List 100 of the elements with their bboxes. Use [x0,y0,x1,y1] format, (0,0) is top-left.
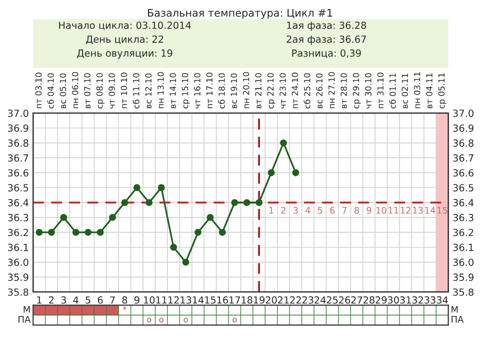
x-tick-label: 7 [110,296,115,304]
text: Разница: 0,39 [292,49,361,58]
y2-tick-label: 35.8 [453,288,474,296]
y-tick-label: 36.5 [8,184,28,192]
text: о [159,318,164,322]
point [231,199,238,206]
x-tick-label: 14 [192,296,204,304]
x-tick-label: 21 [278,296,289,304]
text: пт 31.10 [377,72,384,108]
text: вс 19.10 [230,73,238,108]
x-tick-label: 34 [436,296,448,304]
point [158,184,165,192]
text: 2ая фаза: 36.67 [286,35,366,45]
x-tick-label: 25 [326,296,338,304]
y2-tick-label: 36.4 [453,199,474,206]
y2-tick-label: 36.1 [453,244,474,252]
y2-tick-label: 36.5 [453,184,474,192]
x-tick-label: 28 [363,296,374,304]
x-tick-label: 9 [134,296,140,304]
point [121,199,128,206]
text: вс 26.10 [316,73,323,108]
y2-tick-label: 36.6 [453,169,474,177]
point [182,258,190,266]
y-tick-label: 36.1 [8,244,28,252]
x-tick-label: 11 [156,296,167,304]
y-tick-label: 36.6 [8,169,28,177]
category-label: М [24,306,30,313]
y2-tick-label: 36.3 [453,214,474,222]
point [133,184,140,192]
x-tick-label: 4 [73,296,78,304]
annotation: 14 [425,206,436,214]
text: пт 10.10 [120,72,128,108]
y2-tick-label: 36.2 [453,228,474,236]
x-tick-label: 30 [388,296,399,304]
text: сб 01.11 [389,73,396,108]
text: ср 29.10 [352,73,361,108]
category-label: ПА [452,316,464,323]
annotation: 13 [413,206,423,214]
point [206,214,214,221]
x-tick-label: 10 [144,296,155,304]
x-tick-label: 29 [376,296,387,304]
point [194,228,202,236]
text: ср 08.10 [96,73,104,108]
text: ср 05.11 [438,73,446,108]
y-tick-label: 36.9 [8,124,28,132]
text: вс 12.10 [145,73,152,108]
text: День цикла: 22 [86,35,164,44]
x-tick-label: 6 [98,296,103,304]
x-tick-label: 8 [122,296,128,304]
point [96,228,104,236]
text: пт 03.10 [35,72,42,108]
annotation: 8 [354,206,359,214]
y2-tick-label: 37.0 [453,110,474,117]
y-tick-label: 36.0 [8,258,28,266]
x-tick-label: 26 [339,296,350,304]
x-tick-label: 32 [412,296,423,304]
text: пн 03.11 [414,72,420,108]
y-tick-label: 35.8 [8,288,28,296]
text: вт 04.11 [426,73,432,108]
point [256,199,263,206]
point [292,169,300,176]
y2-tick-label: 36.7 [453,154,474,162]
text: чт 09.10 [108,73,115,108]
point [280,139,287,146]
x-tick-label: 27 [351,296,362,304]
point [109,214,116,221]
x-tick-label: 16 [217,296,228,304]
text: о [184,318,188,322]
text: вт 28.10 [340,73,347,108]
x-tick-label: 17 [229,296,240,304]
text: Начало цикла: 03.10.2014 [59,22,191,30]
text: сб 25.10 [304,73,310,108]
text: сб 11.10 [132,73,140,108]
annotation: 11 [388,206,398,214]
text: * [122,306,127,310]
x-tick-label: 1 [37,296,42,304]
point [84,228,92,236]
x-tick-label: 20 [266,296,277,304]
y-tick-label: 36.3 [8,214,28,222]
point [243,199,250,206]
text: День овуляции: 19 [77,49,172,59]
text: ср 15.10 [182,73,190,108]
x-tick-label: 12 [168,296,179,304]
point [170,244,178,251]
y-tick-label: 36.7 [8,154,28,162]
x-tick-label: 19 [254,296,265,304]
y2-tick-label: 36.0 [453,258,474,266]
text: вт 21.10 [255,73,262,108]
y-tick-label: 36.4 [8,199,28,206]
text: чт 16.10 [194,73,200,108]
text: чт 23.10 [280,73,286,108]
x-tick-label: 24 [314,296,326,304]
y-tick-label: 36.2 [8,228,28,236]
text: вт 07.10 [84,73,90,108]
annotation: 9 [366,206,372,214]
annotation: 3 [293,206,298,214]
x-tick-label: 23 [302,296,314,304]
text: вс 02.11 [402,74,408,108]
annotation: 10 [376,206,386,214]
x-tick-label: 5 [86,296,90,304]
